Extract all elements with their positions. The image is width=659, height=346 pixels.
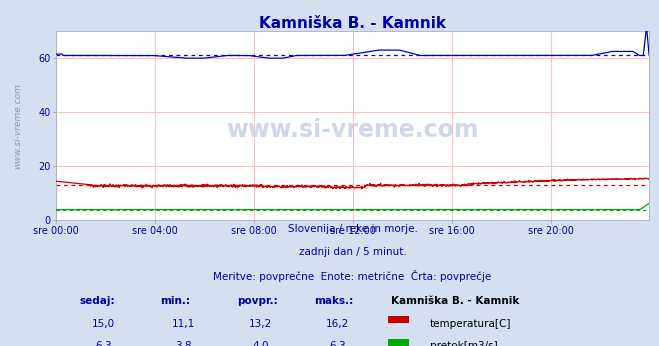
Text: temperatura[C]: temperatura[C] xyxy=(430,319,511,329)
Text: pretok[m3/s]: pretok[m3/s] xyxy=(430,341,498,346)
Bar xyxy=(388,339,409,346)
Text: Kamniška B. - Kamnik: Kamniška B. - Kamnik xyxy=(391,296,519,306)
Text: www.si-vreme.com: www.si-vreme.com xyxy=(226,118,479,142)
Text: sedaj:: sedaj: xyxy=(80,296,115,306)
Text: zadnji dan / 5 minut.: zadnji dan / 5 minut. xyxy=(299,247,407,257)
Text: 6,3: 6,3 xyxy=(330,341,346,346)
Text: 13,2: 13,2 xyxy=(249,319,272,329)
Text: Kamniška B. - Kamnik: Kamniška B. - Kamnik xyxy=(259,16,446,30)
Text: 11,1: 11,1 xyxy=(172,319,195,329)
Text: povpr.:: povpr.: xyxy=(237,296,277,306)
Text: 4,0: 4,0 xyxy=(252,341,269,346)
Text: Meritve: povprečne  Enote: metrične  Črta: povprečje: Meritve: povprečne Enote: metrične Črta:… xyxy=(214,271,492,282)
Text: maks.:: maks.: xyxy=(314,296,353,306)
Text: www.si-vreme.com: www.si-vreme.com xyxy=(13,83,22,169)
Bar xyxy=(388,316,409,323)
Text: min.:: min.: xyxy=(160,296,190,306)
Text: 3,8: 3,8 xyxy=(175,341,192,346)
Text: 15,0: 15,0 xyxy=(92,319,115,329)
Text: 16,2: 16,2 xyxy=(326,319,349,329)
Text: Slovenija / reke in morje.: Slovenija / reke in morje. xyxy=(287,224,418,234)
Text: 6,3: 6,3 xyxy=(95,341,112,346)
